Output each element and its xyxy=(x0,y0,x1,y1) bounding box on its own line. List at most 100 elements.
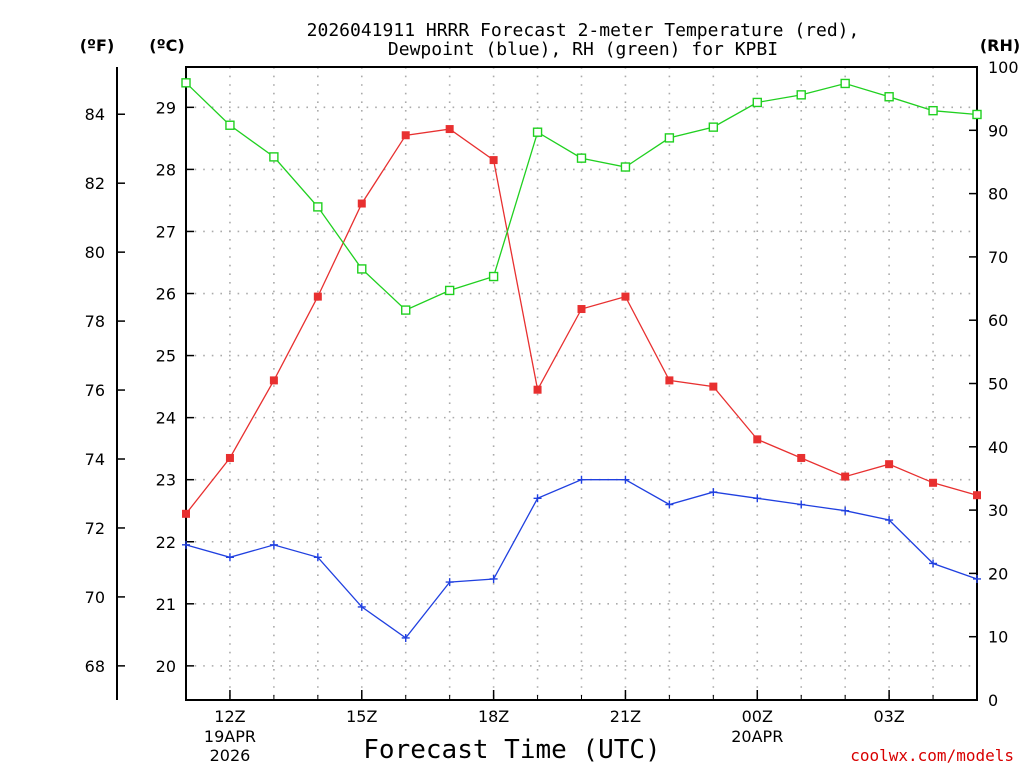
x-tick-sublabel: 2026 xyxy=(210,746,251,765)
rh-point xyxy=(752,97,762,108)
rh-tick-label: 30 xyxy=(988,501,1008,520)
celsius-tick-label: 27 xyxy=(156,222,176,241)
rh-tick-label: 70 xyxy=(988,248,1008,267)
rh-tick-label: 0 xyxy=(988,691,998,710)
celsius-tick-label: 23 xyxy=(156,471,176,490)
rh-point xyxy=(488,271,499,282)
rh-tick-label: 50 xyxy=(988,375,1008,394)
dewpoint-point xyxy=(401,633,410,642)
celsius-unit-label: (ºC) xyxy=(149,36,184,55)
temperature-point xyxy=(841,472,850,481)
temperature-point xyxy=(401,131,410,140)
rh-tick-label: 20 xyxy=(988,564,1008,583)
temperature-point xyxy=(577,305,586,314)
temperature-point xyxy=(797,453,806,462)
tick-labels: 20 21 22 23 24 25 26 27 28 29 68 70 72 74 76 78 80 82 84 0 1… xyxy=(85,58,1019,765)
celsius-tick-label: 28 xyxy=(156,160,176,179)
dewpoint-point xyxy=(709,488,718,497)
temperature-point xyxy=(665,376,674,385)
x-tick-label: 00Z xyxy=(742,707,773,726)
rh-point xyxy=(532,127,543,137)
rh-point xyxy=(357,264,367,274)
temperature-point xyxy=(445,125,454,134)
rh-unit-label: (RH) xyxy=(980,36,1020,55)
celsius-tick-label: 24 xyxy=(156,409,176,428)
dewpoint-point xyxy=(182,540,190,549)
temperature-point xyxy=(753,435,762,444)
temperature-point xyxy=(357,199,366,208)
dewpoint-point xyxy=(269,540,278,549)
dewpoint-point xyxy=(313,553,322,562)
dewpoint-point xyxy=(753,494,762,503)
credit-label: coolwx.com/models xyxy=(850,746,1014,765)
temperature-point xyxy=(973,491,981,500)
dewpoint-point xyxy=(841,506,850,515)
temperature-line xyxy=(185,128,978,515)
dewpoint-point xyxy=(489,574,498,583)
dewpoint-point xyxy=(973,574,981,583)
celsius-tick-label: 26 xyxy=(156,285,176,304)
rh-point xyxy=(708,122,719,132)
temperature-point xyxy=(489,156,498,165)
temperature-point xyxy=(269,376,278,385)
fahrenheit-unit-label: (ºF) xyxy=(80,36,115,55)
x-tick-label: 15Z xyxy=(346,707,377,726)
dewpoint-point xyxy=(225,553,234,562)
temperature-point xyxy=(313,292,322,301)
dewpoint-point xyxy=(577,475,586,484)
fahrenheit-tick-label: 74 xyxy=(85,450,105,469)
rh-point xyxy=(269,152,279,162)
dewpoint-point xyxy=(885,516,894,525)
fahrenheit-tick-label: 70 xyxy=(85,588,105,607)
dewpoint-point xyxy=(445,578,454,587)
dewpoint-line xyxy=(185,479,978,639)
dewpoint-point xyxy=(929,559,938,568)
celsius-tick-label: 20 xyxy=(156,657,176,676)
fahrenheit-tick-label: 82 xyxy=(85,174,105,193)
rh-tick-label: 90 xyxy=(988,121,1008,140)
rh-tick-label: 100 xyxy=(988,58,1019,77)
rh-point xyxy=(620,162,631,172)
dewpoint-point xyxy=(665,500,674,509)
rh-point xyxy=(840,78,850,89)
dewpoint-point xyxy=(533,494,542,503)
celsius-tick-label: 29 xyxy=(156,98,176,117)
rh-point xyxy=(225,120,235,130)
series-lines xyxy=(181,78,982,642)
fahrenheit-tick-label: 72 xyxy=(85,519,105,538)
rh-point xyxy=(884,92,894,102)
fahrenheit-tick-label: 68 xyxy=(85,657,105,676)
rh-point xyxy=(664,133,675,143)
celsius-tick-label: 25 xyxy=(156,347,176,366)
rh-point xyxy=(928,105,938,116)
x-tick-label: 18Z xyxy=(478,707,509,726)
temperature-point xyxy=(182,509,190,518)
x-axis-label: Forecast Time (UTC) xyxy=(363,735,660,765)
fahrenheit-tick-label: 78 xyxy=(85,312,105,331)
rh-tick-label: 60 xyxy=(988,311,1008,330)
x-tick-sublabel: 20APR xyxy=(731,727,783,746)
rh-point xyxy=(181,78,191,88)
rh-point xyxy=(796,90,806,100)
fahrenheit-tick-label: 84 xyxy=(85,105,105,124)
temperature-point xyxy=(533,385,542,394)
dewpoint-point xyxy=(357,602,366,611)
temperature-point xyxy=(885,460,894,469)
x-tick-label: 12Z xyxy=(214,707,245,726)
temperature-point xyxy=(621,292,630,301)
rh-point xyxy=(401,305,411,315)
rh-point xyxy=(313,202,323,212)
fahrenheit-tick-label: 76 xyxy=(85,381,105,400)
chart-title-line2: Dewpoint (blue), RH (green) for KPBI xyxy=(388,39,778,60)
temperature-point xyxy=(929,478,938,487)
celsius-tick-label: 22 xyxy=(156,533,176,552)
rh-tick-label: 80 xyxy=(988,185,1008,204)
fahrenheit-tick-label: 80 xyxy=(85,243,105,262)
x-tick-label: 03Z xyxy=(873,707,904,726)
rh-point xyxy=(972,109,982,120)
dewpoint-point xyxy=(797,500,806,509)
x-tick-sublabel: 19APR xyxy=(204,727,256,746)
dewpoint-point xyxy=(621,475,630,484)
rh-tick-label: 40 xyxy=(988,438,1008,457)
